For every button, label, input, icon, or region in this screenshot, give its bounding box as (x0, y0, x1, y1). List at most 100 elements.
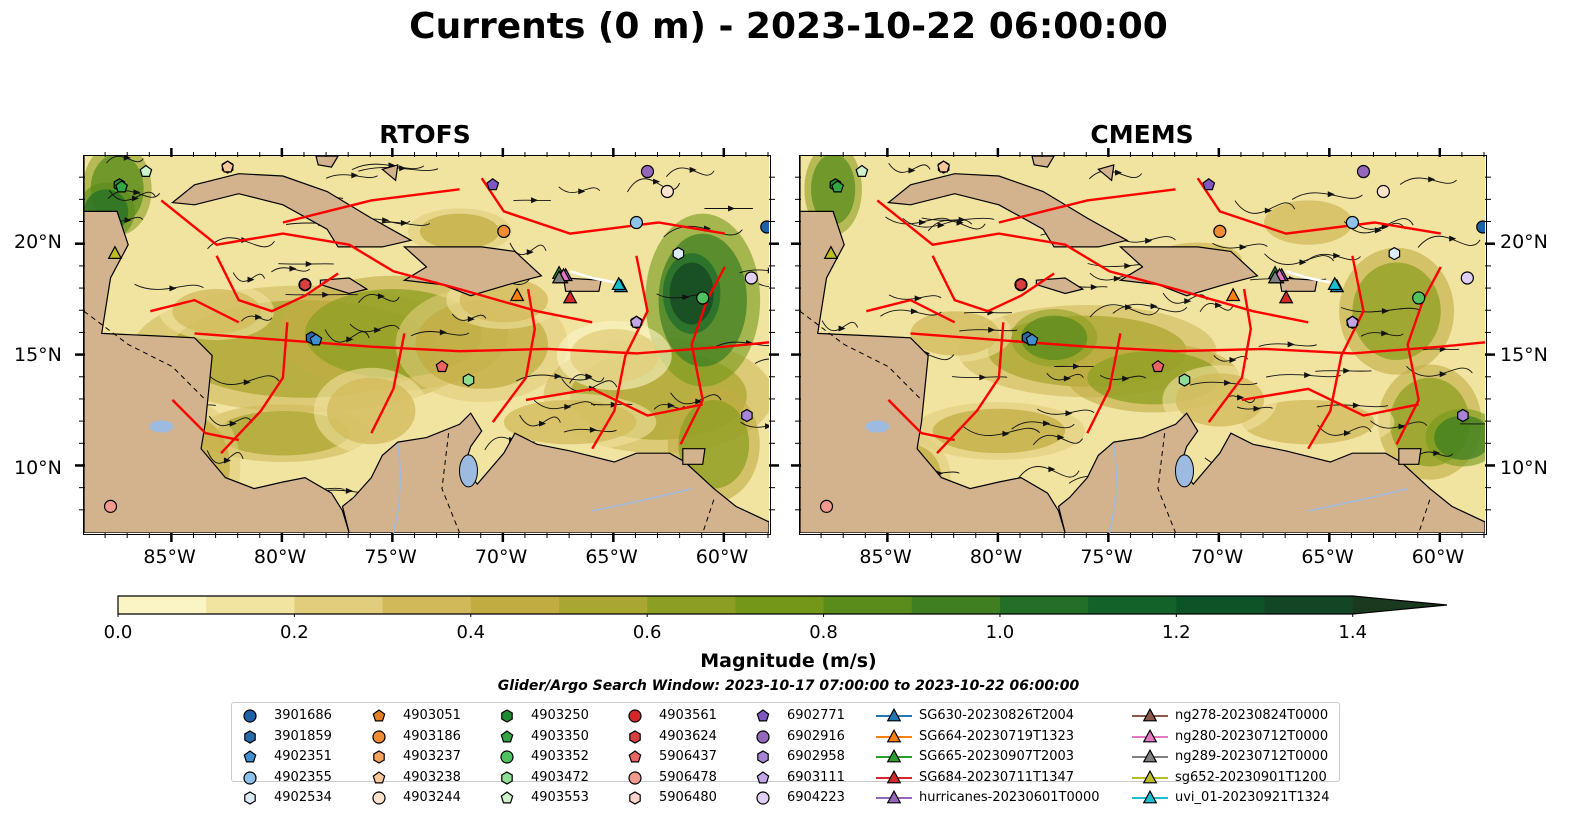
legend-label: 4902534 (274, 790, 332, 805)
legend-box: 3901686 3901859 4902351 4902355 4902534 49030… (231, 702, 1340, 805)
lon-label-1-4: 65°W (1301, 546, 1354, 568)
lon-label-1-0: 85°W (859, 546, 912, 568)
lon-label-0-0: 85°W (143, 546, 196, 568)
legend-label: 5906437 (659, 749, 717, 764)
platform-marker-4903472 (1178, 373, 1191, 387)
legend-marker-icon (756, 729, 770, 744)
legend-marker-icon (757, 750, 769, 764)
rtofs-map-canvas (84, 156, 769, 533)
platform-marker-6903111 (629, 315, 643, 328)
platform-marker-5906437 (1151, 359, 1165, 373)
legend-marker-icon (628, 709, 642, 723)
legend-marker-icon (1132, 748, 1168, 763)
legend-label: 4903561 (659, 708, 717, 723)
lat-label-15n-right: 15°N (1500, 344, 1548, 366)
panel-title-rtofs: RTOFS (379, 120, 471, 149)
legend-label: 5906480 (659, 790, 717, 805)
platform-marker-sg652-20230901t1200 (107, 245, 123, 259)
colorbar (117, 595, 1448, 617)
legend-label: 4903250 (531, 708, 589, 723)
legend-label: 6902958 (787, 749, 845, 764)
legend-label: ng280-20230712T0000 (1175, 728, 1329, 744)
legend-label: 6902916 (787, 728, 845, 744)
lat-label-10n-right: 10°N (1500, 457, 1548, 479)
lon-label-1-3: 70°W (1190, 546, 1244, 568)
lon-label-1-2: 75°W (1080, 546, 1133, 568)
legend-label: 4903553 (531, 790, 589, 805)
legend-marker-icon (500, 750, 514, 764)
platform-marker-6902916 (1356, 164, 1371, 179)
platform-marker-4903238 (221, 160, 235, 173)
lat-label-20n-left: 20°N (14, 231, 62, 253)
platform-marker-ng289-20230712t0000 (551, 269, 567, 284)
platform-marker-4902355 (629, 215, 644, 230)
lon-label-0-4: 65°W (585, 546, 638, 568)
platform-marker-4902355 (1345, 215, 1360, 230)
platform-marker-4903472 (462, 373, 475, 387)
platform-marker-4903352 (1412, 291, 1426, 305)
legend-label: 4902351 (274, 749, 332, 764)
platform-marker-5906478 (819, 499, 834, 513)
legend-marker-icon (1132, 769, 1168, 783)
legend-marker-icon (243, 709, 257, 723)
legend-label: sg652-20230901T1200 (1175, 769, 1327, 785)
platform-marker-5906478 (103, 499, 118, 513)
legend-label: SG684-20230711T1347 (919, 769, 1075, 785)
search-window-text: Glider/Argo Search Window: 2023-10-17 07… (497, 678, 1080, 694)
legend-marker-icon (500, 791, 514, 804)
colorbar-tick-5: 1.0 (985, 622, 1015, 643)
legend-label: SG664-20230719T1323 (919, 728, 1075, 744)
cmems-map (799, 155, 1487, 535)
legend-label: 3901686 (274, 708, 332, 723)
platform-marker-4903350 (115, 180, 129, 193)
legend-marker-icon (876, 728, 912, 742)
legend-label: uvi_01-20230921T1324 (1175, 790, 1330, 805)
platform-marker-4903238 (937, 160, 951, 173)
legend-marker-icon (876, 789, 912, 804)
colorbar-tick-7: 1.4 (1338, 622, 1368, 643)
legend-label: 3901859 (274, 728, 332, 744)
legend-marker-icon (501, 709, 513, 723)
legend-label: 4903350 (531, 728, 589, 744)
legend-marker-icon (756, 791, 770, 805)
platform-marker-uvi_01-20230921t1324 (611, 276, 627, 291)
legend-marker-icon (1132, 707, 1168, 722)
platform-marker-4903624 (1015, 277, 1027, 292)
platform-marker-3901686 (760, 220, 769, 234)
legend-marker-icon (876, 748, 912, 763)
platform-marker-4903244 (660, 184, 674, 199)
legend-label: 4903244 (403, 790, 461, 805)
legend-label: ng278-20230824T0000 (1175, 708, 1329, 723)
lat-label-15n-left: 15°N (14, 344, 62, 366)
platform-marker-sg684-20230711t1347 (562, 289, 578, 304)
lon-label-0-5: 60°W (695, 546, 749, 568)
lat-label-10n-left: 10°N (14, 457, 62, 479)
platform-marker-6902916 (640, 164, 655, 179)
legend-label: SG665-20230907T2003 (919, 749, 1075, 764)
platform-marker-5906437 (435, 359, 449, 373)
legend-marker-icon (243, 750, 257, 763)
lon-label-1-1: 80°W (969, 546, 1023, 568)
platform-marker-4903244 (1376, 184, 1390, 199)
platform-marker-4903186 (1213, 224, 1227, 239)
legend-marker-icon (1132, 728, 1168, 742)
legend-marker-icon (243, 770, 257, 785)
legend-marker-icon (244, 729, 256, 744)
platform-marker-6904223 (744, 271, 758, 285)
legend-label: 4903237 (403, 749, 461, 764)
figure-title: Currents (0 m) - 2023-10-22 06:00:00 (409, 6, 1168, 47)
platform-marker-4902534 (1388, 246, 1401, 261)
legend-marker-icon (244, 791, 256, 805)
legend-label: 6904223 (787, 790, 845, 805)
legend-marker-icon (501, 770, 513, 785)
platform-marker-4903553 (139, 164, 153, 177)
legend-marker-icon (629, 791, 641, 805)
legend-label: 4903238 (403, 769, 461, 785)
legend-label: ng289-20230712T0000 (1175, 749, 1329, 764)
platform-marker-6902771 (1202, 178, 1216, 191)
platform-marker-6902958 (1457, 408, 1469, 423)
legend-label: 4902355 (274, 769, 332, 785)
cmems-map-canvas (800, 156, 1485, 533)
platform-marker-4903186 (497, 224, 511, 239)
legend-marker-icon (756, 770, 770, 783)
